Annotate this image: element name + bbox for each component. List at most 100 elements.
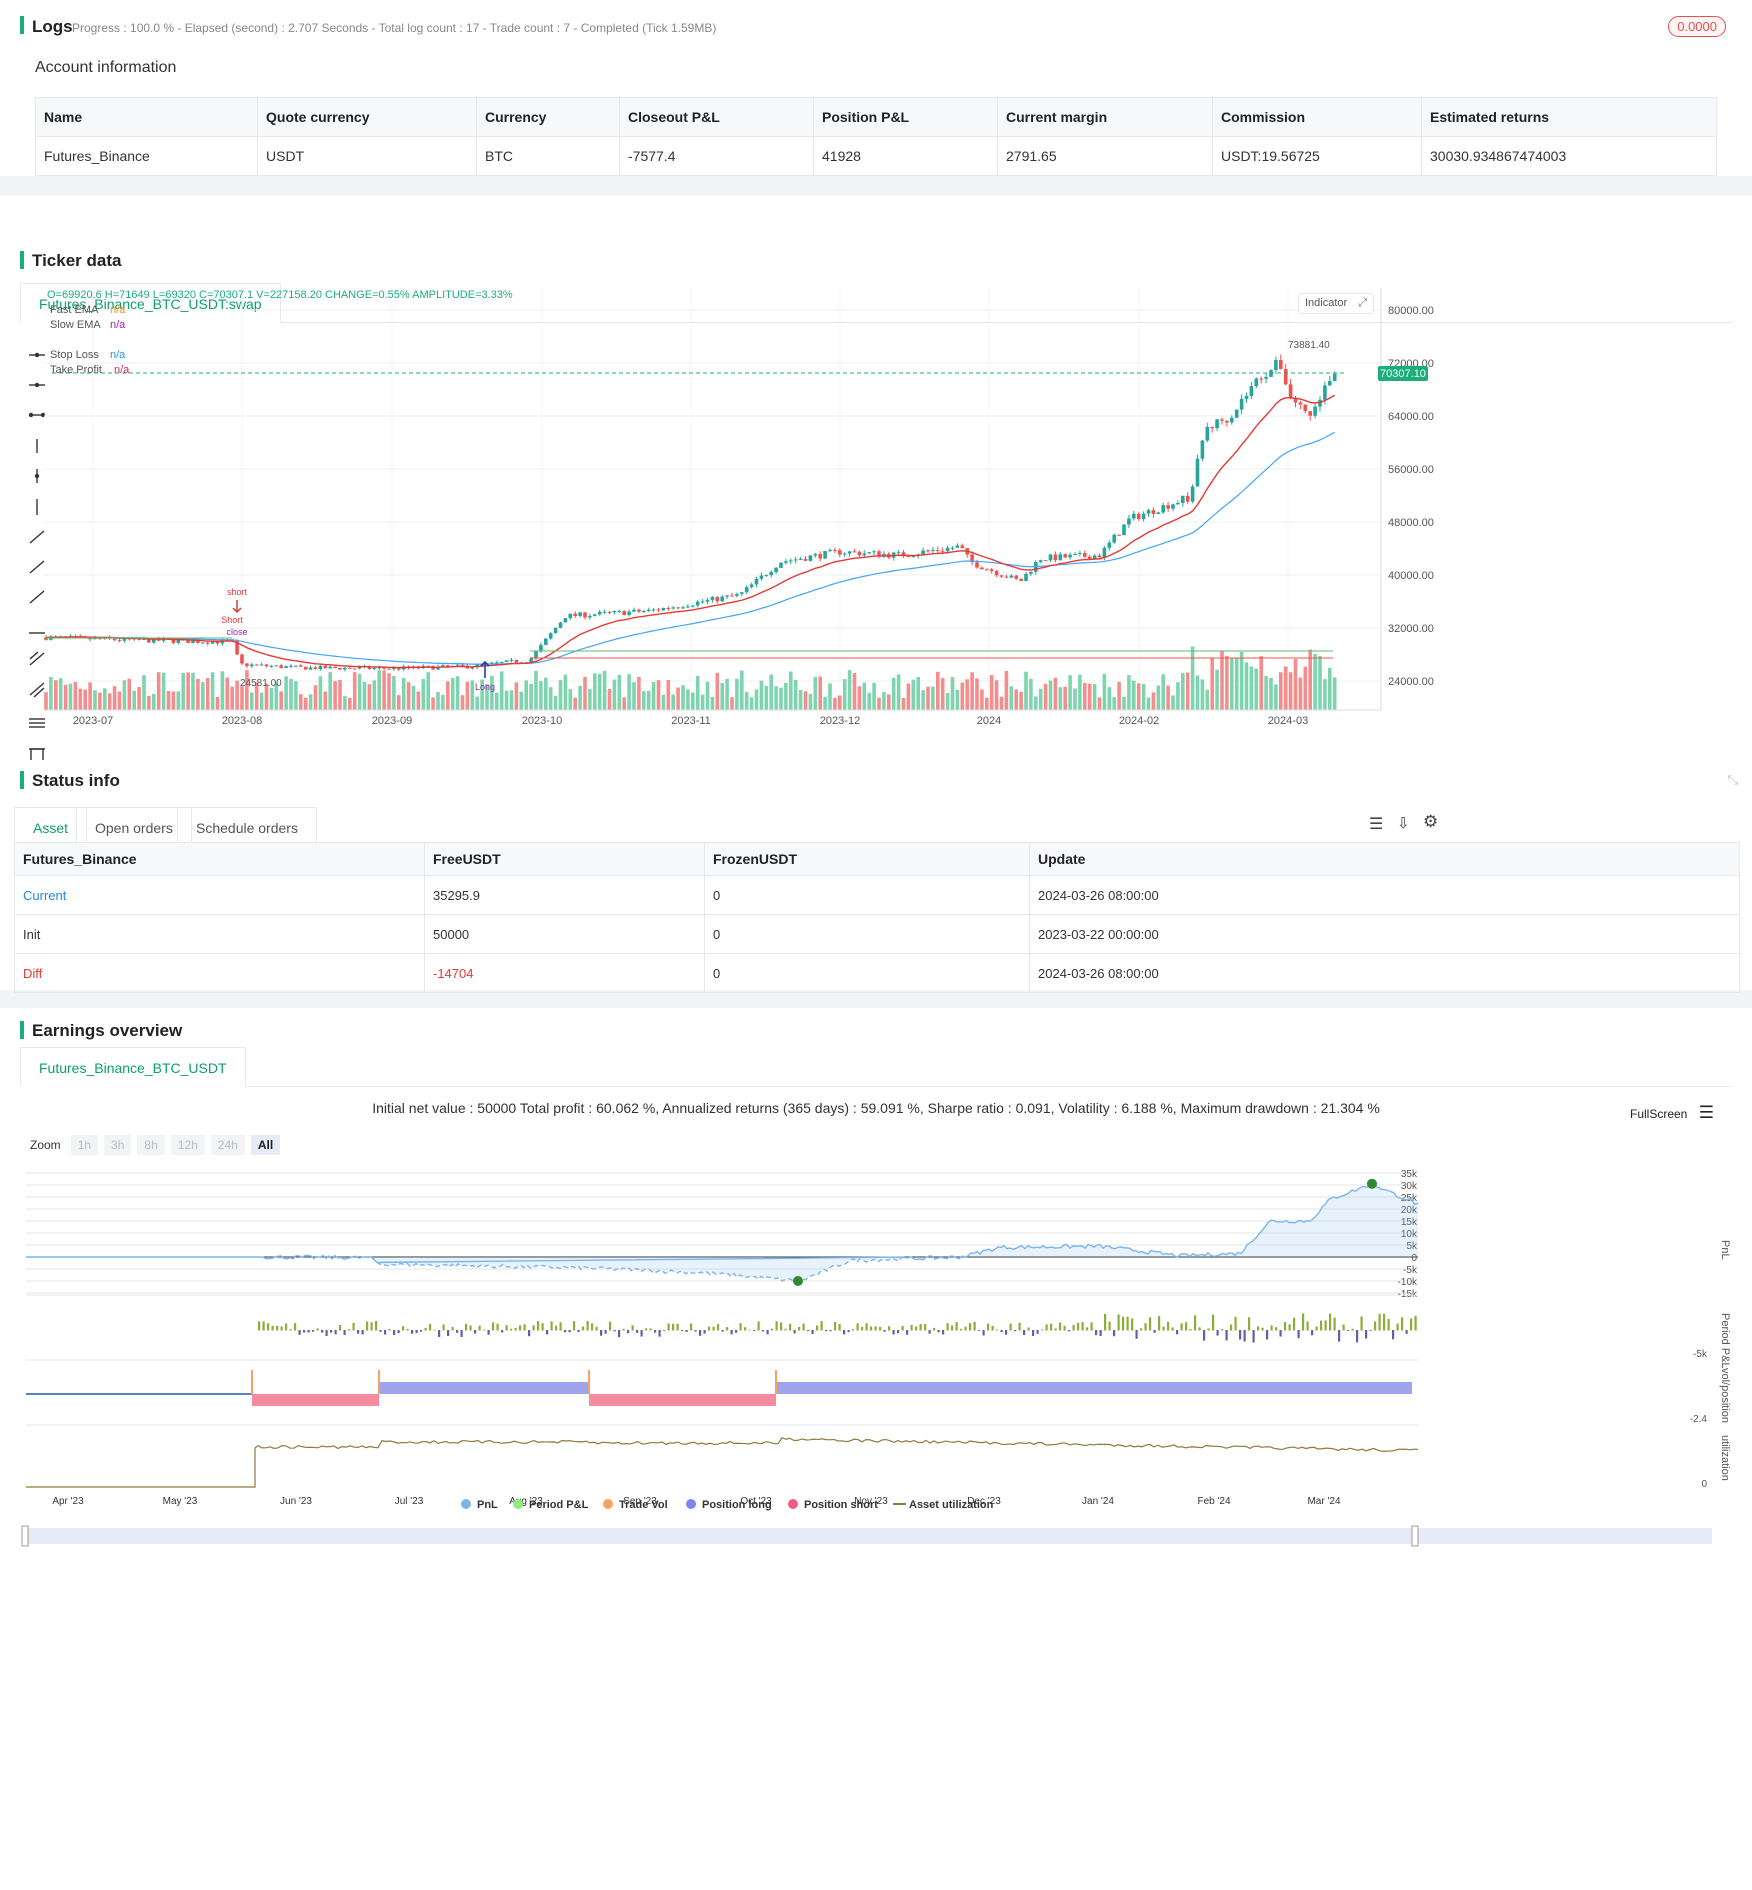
candle-body [1078,552,1082,555]
time-tick: Oct '23 [740,1496,772,1507]
period-bar [406,1328,409,1331]
candle-body [504,660,509,662]
tab-open-orders[interactable]: Open orders [76,807,192,847]
candle-body [999,575,1004,577]
period-bar [780,1322,783,1331]
volume-bar [1029,678,1033,710]
navigator-track[interactable] [26,1528,1712,1544]
price-tick: 80000.00 [1388,305,1434,317]
collapse-icon[interactable]: ⤡ [1727,772,1738,787]
volume-bar [161,672,166,710]
volume-bar [274,682,279,710]
toolbar-icons[interactable] [26,347,48,787]
download-icon[interactable]: ⇩ [1397,815,1410,832]
period-bar [460,1330,463,1338]
period-bar [631,1325,634,1331]
period-bar [262,1321,265,1331]
period-bar [1387,1318,1390,1331]
time-tick: 2023-09 [372,715,412,727]
volume-bar [514,682,519,710]
volume-bar [975,678,979,710]
period-bar [325,1330,328,1336]
volume-bar [147,695,151,710]
zoom-8h[interactable]: 8h [137,1135,165,1155]
candle-body [1112,534,1116,543]
volume-bar [1323,679,1327,710]
candlestick-chart[interactable]: 80000.0072000.0064000.0056000.0048000.00… [40,285,1752,825]
price-tick: 48000.00 [1388,517,1434,529]
period-bar [622,1328,625,1331]
candle-body [323,665,328,669]
tab-earnings-symbol[interactable]: Futures_Binance_BTC_USDT [20,1047,246,1087]
candle-body [808,555,813,561]
long-band [379,1382,589,1394]
settings-icon[interactable]: ⚙ [1423,812,1439,831]
volume-bar [1205,689,1210,710]
candle-body [196,640,200,643]
zoom-12h[interactable]: 12h [170,1135,205,1155]
volume-bar [250,692,254,710]
earnings-legend[interactable]: PnL Period P&L Trade Vol Position long Posit… [461,1499,994,1511]
zoom-24h[interactable]: 24h [210,1135,245,1155]
period-bar [1009,1323,1012,1331]
indicator-button[interactable]: Indicator ⤢ [1298,293,1375,314]
candle-body [686,606,690,608]
period-bar [1000,1330,1003,1333]
period-bar [753,1330,756,1331]
cell: 35295.9 [424,875,705,915]
zoom-all[interactable]: All [250,1135,281,1155]
asset-row-current: Current 35295.9 0 2024-03-26 08:00:00 [14,875,1740,915]
volume-bar [950,677,955,710]
volume-bar [1185,672,1190,710]
candle-body [749,584,754,588]
volume-bar [1328,667,1332,710]
candle-body [637,609,641,612]
period-bar [1347,1330,1350,1331]
zoom-3h[interactable]: 3h [104,1135,132,1155]
period-bar [478,1325,481,1331]
period-bar [762,1330,765,1332]
navigator-handle-right[interactable] [1411,1525,1419,1547]
volume-bar [377,670,381,710]
period-bar [1144,1323,1147,1331]
section-marker [20,1021,24,1039]
period-bar [510,1328,513,1331]
candle-body [1019,578,1023,582]
period-bar [546,1330,549,1335]
earnings-chart[interactable]: 35k30k25k20k15k10k5k0-5k-10k-15k Apr '23… [0,1158,1752,1890]
tab-ticker-symbol[interactable]: Futures_Binance_BTC_USDT:swap [20,283,281,323]
logs-title: Logs [32,17,73,36]
period-bar [289,1329,292,1331]
volume-bar [1190,646,1195,710]
menu-icon[interactable]: ☰ [1698,1103,1714,1122]
axis-name-position: vol/position [1719,1368,1731,1423]
time-tick: Feb '24 [1197,1496,1230,1507]
period-bar [1180,1323,1183,1331]
volume-bar [1141,683,1146,710]
period-bar [1410,1318,1413,1331]
volume-bar [1107,687,1112,710]
list-icon[interactable]: ☰ [1369,816,1384,833]
tab-schedule-orders[interactable]: Schedule orders [177,807,317,847]
pnl-tick: 35k [1401,1169,1418,1180]
row-label[interactable]: Current [14,875,425,915]
period-bar [1185,1322,1188,1331]
period-bar [766,1330,769,1335]
candle-body [818,554,822,559]
zoom-1h[interactable]: 1h [70,1135,99,1155]
candle-body [671,607,675,609]
period-bar [600,1330,603,1336]
period-bar [1135,1330,1138,1339]
tab-asset[interactable]: Asset [14,807,88,847]
period-bar [897,1330,900,1334]
period-bar [825,1330,828,1332]
candle-body [744,587,749,593]
expand-icon[interactable]: ⤢ [1358,297,1368,309]
period-bar [528,1330,531,1337]
volume-bar [798,689,803,710]
navigator-handle-left[interactable] [21,1525,29,1547]
candle-body [607,611,612,613]
fullscreen-button[interactable]: FullScreen ☰ [1630,1103,1714,1123]
candle-body [656,609,661,611]
volume-bar [1092,684,1097,710]
